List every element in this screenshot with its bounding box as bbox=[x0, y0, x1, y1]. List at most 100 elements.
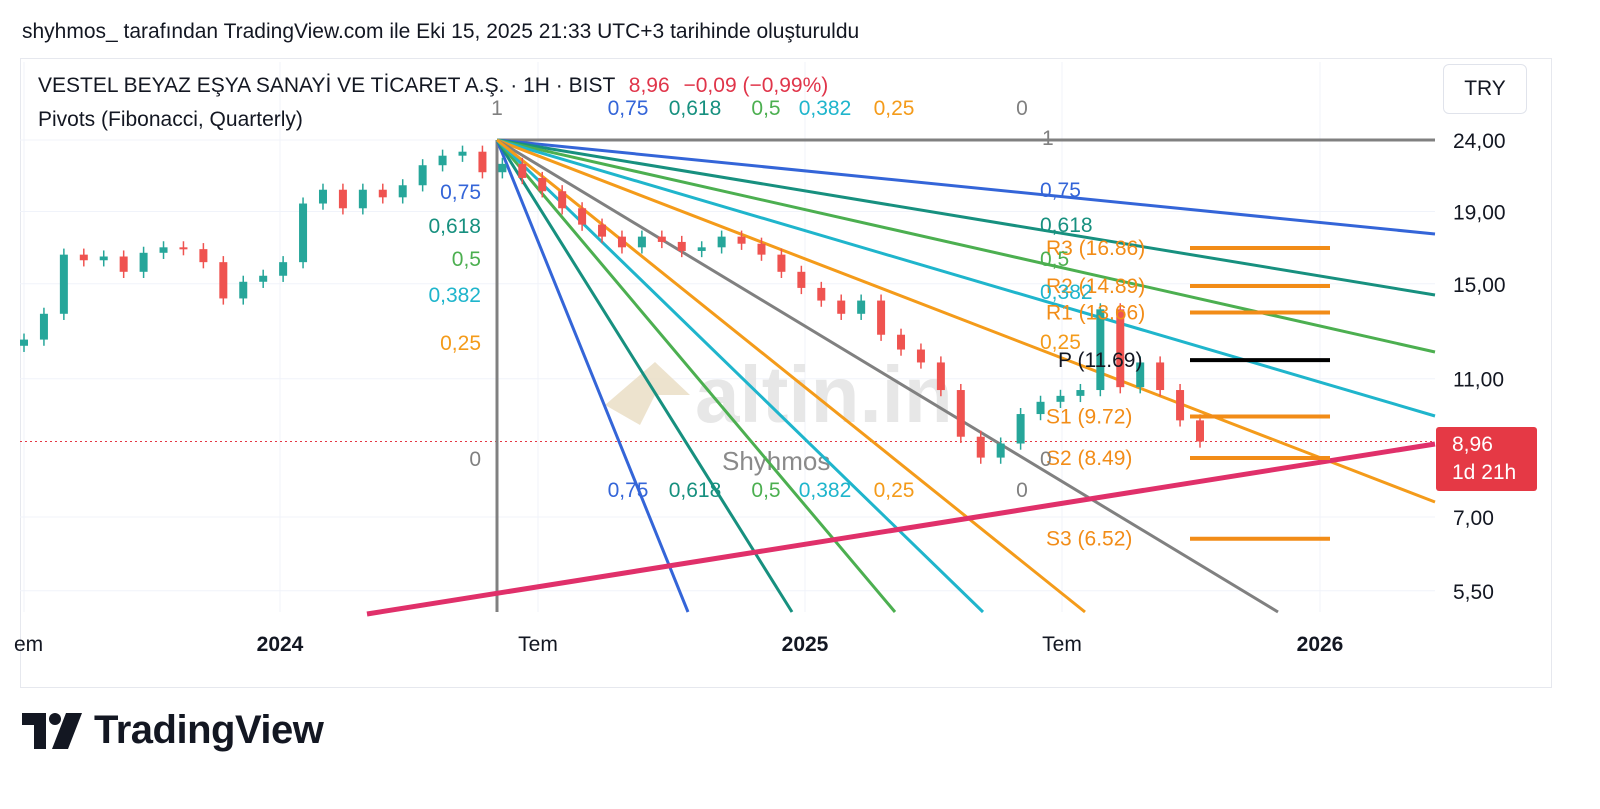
candle-body bbox=[797, 271, 806, 288]
watermark-text: altin.in bbox=[695, 350, 953, 439]
candle-body bbox=[538, 177, 547, 192]
tradingview-logo-icon bbox=[22, 712, 82, 749]
indicator-name[interactable]: Pivots (Fibonacci, Quarterly) bbox=[38, 108, 303, 131]
candle-body bbox=[199, 249, 208, 263]
candle-body bbox=[498, 163, 507, 173]
fib-bottom-label: 0,382 bbox=[799, 479, 852, 502]
candle-body bbox=[897, 334, 906, 350]
fib-top-label: 1 bbox=[491, 97, 503, 120]
candle-body bbox=[817, 287, 826, 301]
fib-fan-line bbox=[496, 138, 1086, 614]
fib-left-label: 0,382 bbox=[428, 284, 481, 307]
currency-button[interactable]: TRY bbox=[1443, 64, 1527, 114]
candle-body bbox=[20, 339, 28, 346]
price-tick-label: 5,50 bbox=[1453, 581, 1494, 604]
price-tag-box bbox=[1436, 427, 1537, 491]
candle-body bbox=[219, 262, 228, 299]
candle-body bbox=[777, 254, 786, 272]
fib-left-label: 0,25 bbox=[440, 332, 481, 355]
fib-left-label: 0,5 bbox=[452, 248, 481, 271]
fib-bottom-label: 0,5 bbox=[751, 479, 780, 502]
fib-fan-line bbox=[496, 138, 1436, 504]
candle-body bbox=[318, 189, 327, 204]
candle-body bbox=[1036, 401, 1045, 415]
candle-body bbox=[1176, 390, 1185, 421]
symbol-title: VESTEL BEYAZ EŞYA SANAYİ VE TİCARET A.Ş.… bbox=[38, 74, 615, 97]
candle-body bbox=[119, 256, 128, 272]
candle-body bbox=[558, 191, 567, 209]
candle-body bbox=[1116, 309, 1125, 388]
candle-body bbox=[358, 189, 367, 209]
fibonacci-fans bbox=[495, 138, 1436, 614]
candle-body bbox=[936, 362, 945, 391]
candle-body bbox=[956, 390, 965, 437]
candle-body bbox=[976, 436, 985, 458]
price-tag-value: 8,96 bbox=[1452, 433, 1493, 456]
fib-right-label: 0,382 bbox=[1040, 281, 1093, 304]
candle-body bbox=[1096, 309, 1105, 391]
candle-body bbox=[1056, 395, 1065, 402]
candle-body bbox=[239, 281, 248, 299]
candles bbox=[20, 145, 1204, 464]
candle-body bbox=[299, 203, 308, 263]
candle-body bbox=[1076, 390, 1085, 396]
candle-body bbox=[139, 252, 148, 272]
time-tick-label: 2024 bbox=[257, 633, 304, 656]
fib-top-label: 0,382 bbox=[799, 97, 852, 120]
time-tick-label: Tem bbox=[518, 633, 558, 656]
fib-bottom-label: 0 bbox=[1016, 479, 1028, 502]
candle-body bbox=[378, 189, 387, 198]
candle-body bbox=[757, 243, 766, 255]
trend-line-pink bbox=[366, 441, 1436, 617]
fib-fan-line bbox=[496, 138, 1279, 614]
price-tick-label: 19,00 bbox=[1453, 201, 1506, 224]
fib-fan-line bbox=[495, 139, 690, 613]
candle-body bbox=[1136, 362, 1145, 388]
candle-body bbox=[398, 185, 407, 198]
fib-right-label: 0 bbox=[1040, 448, 1052, 471]
candle-body bbox=[1156, 362, 1165, 391]
chart-caption: shyhmos_ tarafından TradingView.com ile … bbox=[22, 20, 860, 43]
axes: 24,00 19,00 15,00 11,00 7,00 5,50 em 2024 Tem 202… bbox=[14, 130, 1537, 656]
fib-right-label: 0,75 bbox=[1040, 179, 1081, 202]
fib-bottom-label: 0,75 bbox=[608, 479, 649, 502]
candle-body bbox=[1196, 420, 1204, 442]
chart-grid bbox=[20, 62, 1435, 612]
fib-fan-line bbox=[495, 139, 897, 613]
candle-body bbox=[996, 443, 1005, 458]
candle-body bbox=[79, 254, 88, 261]
fib-fan-line bbox=[495, 138, 985, 614]
price-tick-label: 7,00 bbox=[1453, 507, 1494, 530]
fib-fan-line bbox=[495, 139, 794, 613]
fib-fan-line bbox=[496, 138, 1436, 297]
fib-top-label: 0,25 bbox=[874, 97, 915, 120]
candle-body bbox=[637, 236, 646, 248]
candle-body bbox=[259, 275, 268, 282]
fib-right-label: 0,25 bbox=[1040, 331, 1081, 354]
candle-body bbox=[617, 236, 626, 248]
fib-bottom-label: 0,25 bbox=[874, 479, 915, 502]
fib-fan-line bbox=[496, 138, 1436, 354]
tradingview-brand[interactable]: TradingView bbox=[22, 708, 324, 753]
last-price-tag: 8,96 1d 21h bbox=[1436, 427, 1537, 491]
time-tick-label: 2026 bbox=[1297, 633, 1344, 656]
candle-body bbox=[578, 208, 587, 225]
fib-left-label: 0 bbox=[469, 448, 481, 471]
candle-body bbox=[438, 155, 447, 166]
price-tick-label: 15,00 bbox=[1453, 274, 1506, 297]
candle-body bbox=[458, 151, 467, 156]
price-change: −0,09 (−0,99%) bbox=[683, 74, 829, 97]
candle-body bbox=[478, 151, 487, 173]
candle-body bbox=[877, 300, 886, 335]
candle-body bbox=[857, 300, 866, 314]
price-tick-label: 11,00 bbox=[1453, 369, 1504, 392]
candle-body bbox=[717, 236, 726, 248]
candle-body bbox=[837, 300, 846, 314]
fib-right-label: 1 bbox=[1042, 127, 1054, 150]
pivot-label: P (11.69) bbox=[1058, 349, 1142, 372]
candle-body bbox=[697, 247, 706, 251]
pivot-label: R2 (14.89) bbox=[1046, 275, 1145, 298]
fib-fan-line bbox=[496, 138, 1436, 418]
